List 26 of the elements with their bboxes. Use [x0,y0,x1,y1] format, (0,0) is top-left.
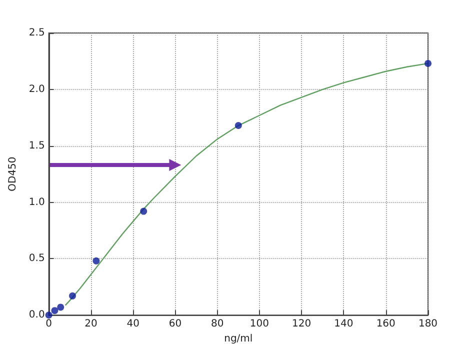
x-tick-label: 100 [250,318,270,330]
point [57,304,64,311]
x-tick-label: 180 [418,318,438,330]
point [234,122,242,130]
x-tick-label: 160 [376,318,396,330]
y-axis-title: OD450 [8,156,18,192]
point [51,307,58,314]
x-tick-label: 60 [168,318,182,330]
point [140,208,148,215]
x-axis-title: ng/ml [224,334,253,344]
x-tick-label: 0 [46,318,52,330]
x-tick-label: 20 [84,318,98,330]
y-tick-label: 2.0 [28,84,45,95]
y-tick-label: 1.0 [28,196,45,208]
y-tick-label: 1.5 [28,140,45,152]
x-tick-label: 120 [292,318,312,330]
y-tick-label: 0.0 [28,310,45,321]
x-tick-label: 140 [334,318,354,330]
x-tick-label: 80 [210,318,224,330]
y-tick-label: 2.5 [28,28,45,38]
point [92,257,100,264]
point [45,312,52,319]
y-tick-label: 0.5 [28,253,45,264]
point [69,292,76,300]
point [424,60,432,67]
x-tick-label: 40 [126,318,140,330]
